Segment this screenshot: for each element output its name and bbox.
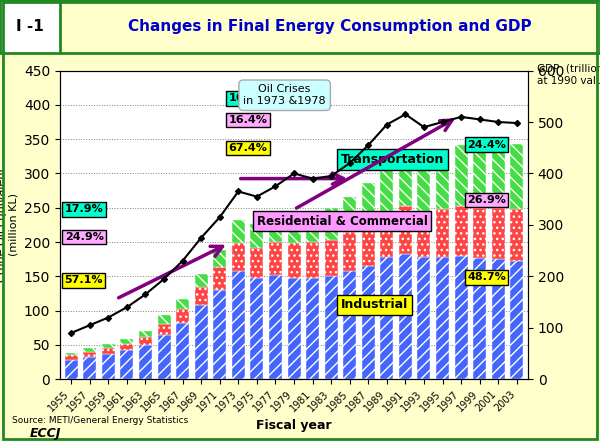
Text: Residential & Commercial: Residential & Commercial [257,215,427,228]
Bar [511,209,523,261]
Bar [65,355,77,360]
Text: I -1: I -1 [16,19,44,34]
Text: ECCJ: ECCJ [30,426,61,440]
Bar [306,278,319,379]
Bar [325,277,338,379]
Bar [343,271,356,379]
Bar [492,145,505,209]
Text: Changes in Final Energy Consumption and GDP: Changes in Final Energy Consumption and … [128,19,532,34]
Bar [287,213,301,243]
Text: 24.9%: 24.9% [65,232,104,242]
Bar [139,337,152,345]
Bar [492,209,505,259]
Bar [418,156,430,210]
Bar [473,145,486,208]
Bar [436,151,449,209]
Bar [121,351,133,379]
Bar [380,257,394,379]
Text: 67.4%: 67.4% [229,143,268,153]
Bar [287,243,301,278]
Bar [399,254,412,379]
Bar [306,210,319,242]
Bar [418,257,430,379]
Bar [380,164,394,210]
Bar [176,323,189,379]
Bar [306,242,319,278]
Bar [287,278,301,379]
Text: Oil Crises
in 1973 &1978: Oil Crises in 1973 &1978 [244,85,326,106]
Bar [473,208,486,258]
Bar [455,145,467,206]
Bar [399,206,412,254]
Bar [492,259,505,379]
Bar [455,206,467,256]
Text: 16.4%: 16.4% [229,115,268,125]
Bar [139,331,152,337]
Bar [250,248,263,278]
Bar [269,242,282,275]
Bar [83,352,96,357]
Bar [213,290,226,379]
Bar [83,357,96,379]
Bar [213,250,226,267]
Text: GDP  (trillions of yen
at 1990 values): GDP (trillions of yen at 1990 values) [538,64,600,86]
Bar [343,232,356,271]
Bar [213,267,226,290]
Bar [269,275,282,379]
Bar [157,315,170,324]
Bar [232,271,245,379]
Bar [121,339,133,344]
Text: Industrial: Industrial [341,298,408,311]
Bar [250,278,263,379]
Bar [102,348,115,354]
Bar [380,210,394,257]
Bar [362,223,375,266]
Bar [511,261,523,379]
Bar [102,354,115,379]
Bar [157,335,170,379]
Bar [399,154,412,206]
Text: 48.7%: 48.7% [467,273,506,282]
Text: 26.9%: 26.9% [467,195,506,205]
Bar [65,360,77,379]
Bar [325,240,338,277]
Text: Source: METI/General Energy Statistics: Source: METI/General Energy Statistics [12,416,188,426]
Bar [102,344,115,348]
X-axis label: Fiscal year: Fiscal year [256,419,332,432]
Bar [121,344,133,351]
Bar [511,144,523,209]
Bar [176,309,189,323]
Bar [194,305,208,379]
Bar [232,220,245,243]
Bar [139,345,152,379]
Bar [194,288,208,305]
Bar [473,258,486,379]
Bar [269,215,282,242]
Bar [176,299,189,309]
Text: 57.1%: 57.1% [65,276,103,285]
Bar [0,0,60,53]
Bar [250,224,263,248]
Bar [418,210,430,257]
Bar [362,183,375,223]
Text: 17.9%: 17.9% [65,205,103,214]
Text: 24.4%: 24.4% [467,140,506,149]
Bar [157,324,170,335]
Bar [436,209,449,257]
Bar [83,348,96,352]
Bar [232,243,245,271]
Y-axis label: Crude Oil Equivalent
(million KL): Crude Oil Equivalent (million KL) [0,168,19,282]
Bar [455,256,467,379]
Bar [362,266,375,379]
Bar [65,352,77,355]
Text: Transportation: Transportation [341,153,444,166]
Bar [436,257,449,379]
Bar [194,273,208,288]
Bar [325,208,338,240]
Text: 16.2%: 16.2% [229,93,267,103]
Bar [343,198,356,232]
